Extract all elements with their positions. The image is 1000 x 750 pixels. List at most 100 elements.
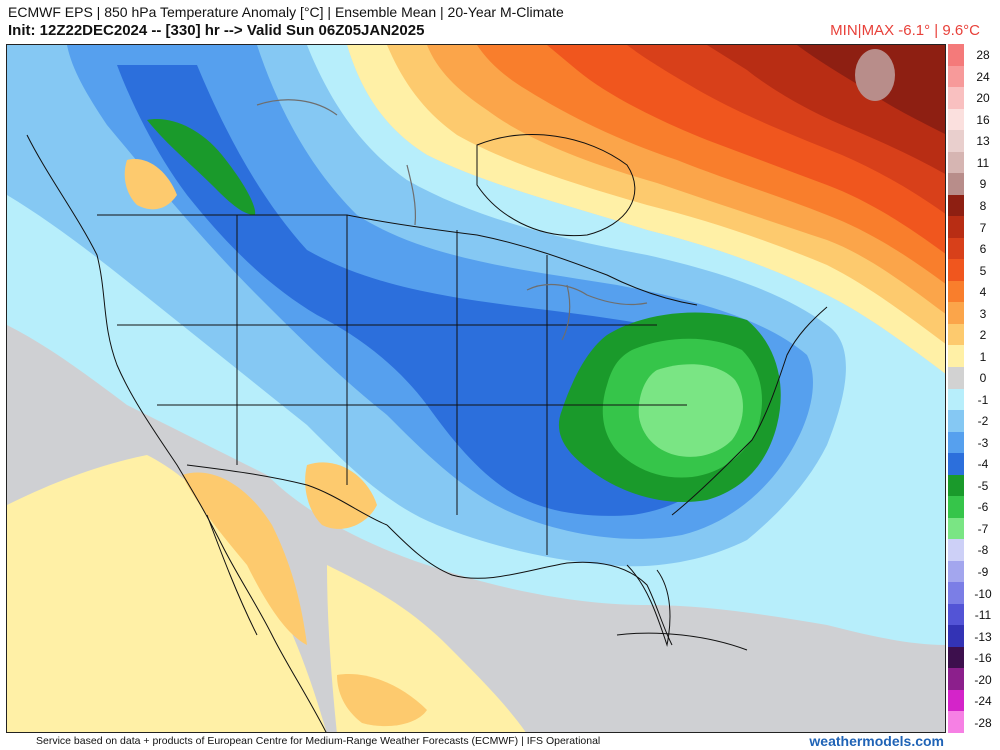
legend-label: 16 <box>976 112 990 127</box>
legend-label: -9 <box>977 565 989 580</box>
anomaly-map[interactable] <box>6 44 946 733</box>
legend-swatch <box>948 87 964 109</box>
caribbean-neutral <box>547 605 945 732</box>
data-credit: Service based on data + products of Euro… <box>36 735 601 747</box>
legend-label: 8 <box>979 198 987 213</box>
legend-level: 0 <box>948 366 1000 389</box>
lake-michigan <box>561 284 571 341</box>
legend-swatch <box>948 668 964 690</box>
legend-swatch <box>948 259 964 281</box>
legend-swatch <box>948 216 964 238</box>
legend-label: -4 <box>977 457 989 472</box>
legend-swatch <box>948 689 964 712</box>
legend-level: -16 <box>948 646 1000 669</box>
legend-level: 28 <box>948 44 1000 66</box>
legend-level: -2 <box>948 410 1000 432</box>
sw-warm-1 <box>7 455 327 732</box>
legend-level: 1 <box>948 345 1000 367</box>
legend-label: -6 <box>977 500 989 515</box>
legend-level: 4 <box>948 280 1000 303</box>
legend-swatch <box>948 431 964 454</box>
great-lakes <box>526 284 648 306</box>
legend-level: 16 <box>948 108 1000 131</box>
legend-swatch <box>948 194 964 217</box>
legend-swatch <box>948 711 964 733</box>
hudson-bay <box>476 134 636 237</box>
legend-level: -28 <box>948 711 1000 733</box>
legend-level: 5 <box>948 259 1000 281</box>
legend-level: 3 <box>948 302 1000 324</box>
pacific-neutral <box>7 565 77 732</box>
west-warm-patch <box>124 159 177 210</box>
legend-label: -7 <box>977 521 989 536</box>
legend-level: -6 <box>948 496 1000 518</box>
legend-label: 9 <box>979 177 987 192</box>
legend-label: 1 <box>979 349 987 364</box>
boundaries <box>26 134 828 732</box>
legend-label: -2 <box>977 414 989 429</box>
legend-swatch <box>948 108 964 131</box>
legend-label: 2 <box>979 328 987 343</box>
legend-label: 5 <box>979 263 987 278</box>
legend-label: -13 <box>974 629 992 644</box>
legend-level: 13 <box>948 130 1000 152</box>
cold-core-3 <box>638 364 743 457</box>
legend-swatch <box>948 625 964 647</box>
legend-swatch <box>948 280 964 303</box>
legend-label: 28 <box>976 48 990 63</box>
legend-level: 11 <box>948 151 1000 174</box>
legend-label: -8 <box>977 543 989 558</box>
legend-level: -8 <box>948 539 1000 561</box>
legend-swatch <box>948 560 964 583</box>
east-coast-line <box>671 306 828 516</box>
legend-swatch <box>948 453 964 475</box>
legend-swatch <box>948 345 964 367</box>
legend-level: -13 <box>948 625 1000 647</box>
legend-swatch <box>948 388 964 411</box>
site-link[interactable]: weathermodels.com <box>809 733 944 749</box>
legend-level: -3 <box>948 431 1000 454</box>
legend-level: 8 <box>948 194 1000 217</box>
sw-warm-3 <box>305 462 377 529</box>
chart-title: ECMWF EPS | 850 hPa Temperature Anomaly … <box>8 4 564 20</box>
legend-label: -11 <box>974 608 992 623</box>
legend-label: -20 <box>974 672 992 687</box>
legend-level: 24 <box>948 65 1000 88</box>
color-legend: 28 24 20 16 13 11 9 8 7 6 5 4 3 2 1 0 -1 -2 -3 -4 -5 -6 -7 -8 -9… <box>948 44 1000 733</box>
legend-label: 7 <box>979 220 987 235</box>
legend-swatch <box>948 323 964 346</box>
legend-label: -5 <box>977 478 989 493</box>
legend-swatch <box>948 582 964 604</box>
gulf-coast-line <box>386 524 673 646</box>
legend-label: -1 <box>977 392 989 407</box>
legend-label: 0 <box>979 371 987 386</box>
legend-swatch <box>948 410 964 432</box>
rockies-cold-core <box>147 119 256 215</box>
map-canvas <box>7 45 945 732</box>
legend-label: -28 <box>974 715 992 730</box>
legend-level: -1 <box>948 388 1000 411</box>
legend-swatch <box>948 151 964 174</box>
legend-swatch <box>948 539 964 561</box>
legend-level: -20 <box>948 668 1000 690</box>
legend-swatch <box>948 44 964 66</box>
legend-level: -24 <box>948 689 1000 712</box>
legend-label: -24 <box>974 694 992 709</box>
lakes <box>256 99 648 341</box>
central-mexico-warm <box>337 674 427 727</box>
legend-swatch <box>948 130 964 152</box>
legend-level: -4 <box>948 453 1000 475</box>
legend-level: 9 <box>948 173 1000 195</box>
legend-level: -7 <box>948 517 1000 540</box>
legend-swatch <box>948 603 964 626</box>
legend-swatch <box>948 646 964 669</box>
us-canada-border <box>97 214 698 306</box>
legend-swatch <box>948 366 964 389</box>
legend-level: 6 <box>948 237 1000 260</box>
legend-level: -9 <box>948 560 1000 583</box>
legend-swatch <box>948 302 964 324</box>
legend-swatch <box>948 173 964 195</box>
us-mexico-border <box>186 464 388 526</box>
legend-swatch <box>948 237 964 260</box>
lake-winnipeg <box>406 164 417 226</box>
